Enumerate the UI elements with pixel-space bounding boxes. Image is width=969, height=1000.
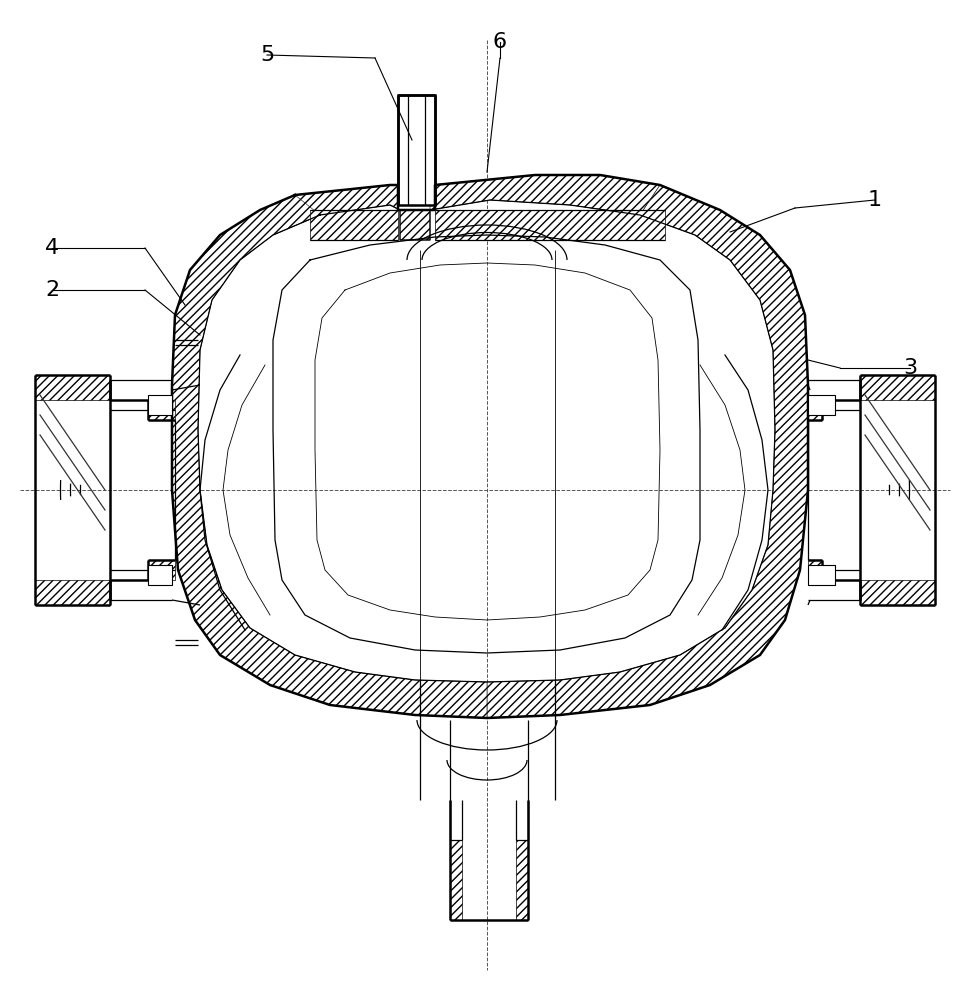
Text: 5: 5 bbox=[260, 45, 274, 65]
Polygon shape bbox=[148, 395, 172, 415]
Polygon shape bbox=[486, 185, 807, 718]
Polygon shape bbox=[516, 840, 527, 920]
Polygon shape bbox=[148, 560, 174, 580]
Text: 6: 6 bbox=[492, 32, 507, 52]
Text: 1: 1 bbox=[867, 190, 881, 210]
Polygon shape bbox=[172, 195, 486, 718]
Polygon shape bbox=[807, 400, 821, 420]
Text: 3: 3 bbox=[902, 358, 916, 378]
Polygon shape bbox=[35, 375, 109, 400]
Text: 4: 4 bbox=[45, 238, 59, 258]
Polygon shape bbox=[148, 565, 172, 585]
Polygon shape bbox=[807, 565, 834, 585]
Polygon shape bbox=[860, 375, 934, 400]
Polygon shape bbox=[148, 400, 174, 420]
Polygon shape bbox=[434, 210, 665, 240]
Polygon shape bbox=[807, 395, 834, 415]
Polygon shape bbox=[807, 395, 834, 415]
Polygon shape bbox=[807, 560, 821, 580]
Text: 2: 2 bbox=[45, 280, 59, 300]
Polygon shape bbox=[424, 95, 434, 205]
Polygon shape bbox=[310, 210, 397, 240]
Polygon shape bbox=[397, 95, 434, 205]
Polygon shape bbox=[450, 840, 461, 920]
Polygon shape bbox=[860, 580, 934, 605]
Polygon shape bbox=[35, 580, 109, 605]
Polygon shape bbox=[807, 565, 834, 585]
Polygon shape bbox=[397, 95, 408, 205]
Polygon shape bbox=[260, 175, 659, 240]
